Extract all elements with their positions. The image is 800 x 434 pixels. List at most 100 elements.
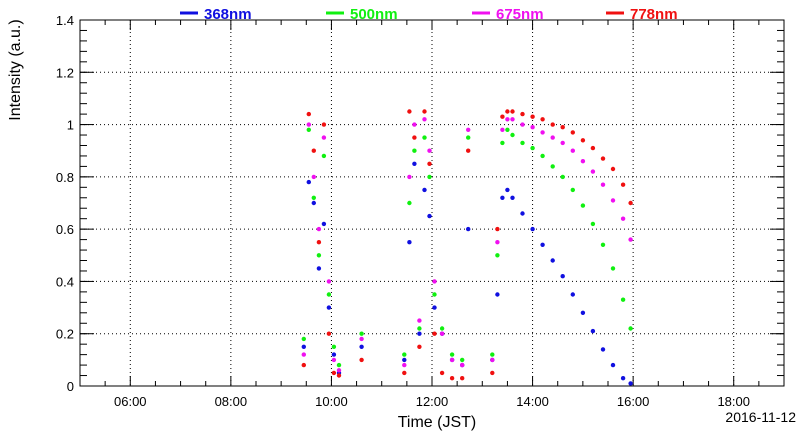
data-point: [427, 174, 432, 180]
data-point: [580, 203, 586, 208]
data-point: [628, 200, 633, 206]
data-point: [466, 148, 471, 153]
data-point: [550, 122, 555, 127]
x-tick-label: 14:00: [516, 394, 549, 409]
data-point: [530, 226, 535, 232]
data-point: [331, 344, 337, 349]
data-point: [427, 213, 432, 219]
data-point: [460, 357, 465, 363]
data-point: [407, 240, 412, 245]
data-point: [301, 352, 306, 357]
legend: 368nm 500nm 675nm 778nm: [180, 6, 678, 23]
data-point: [432, 305, 437, 310]
data-point: [520, 122, 525, 127]
data-point: [540, 153, 545, 159]
data-point: [466, 226, 471, 232]
data-point: [359, 331, 364, 336]
axis-ticks: 06:00 08:00 10:00 12:00 14:00 16:00 18:00 0 0.2 0…: [56, 13, 785, 409]
data-point: [412, 135, 417, 140]
data-point: [336, 362, 342, 368]
y-tick-label: 0.8: [56, 170, 74, 185]
data-point: [321, 153, 327, 159]
legend-label: 368nm: [204, 6, 252, 23]
data-point: [560, 274, 565, 279]
data-point: [402, 370, 407, 376]
data-point: [620, 376, 626, 381]
data-point: [510, 132, 515, 138]
data-point: [620, 182, 626, 187]
data-point: [301, 344, 306, 349]
data-point: [359, 357, 364, 363]
data-point: [412, 148, 417, 153]
data-series: [301, 109, 633, 386]
data-point: [550, 258, 555, 263]
y-tick-label: 0.6: [56, 222, 74, 237]
data-point: [490, 357, 495, 363]
data-point: [417, 318, 422, 323]
y-tick-label: 1: [67, 118, 74, 133]
data-point: [331, 352, 337, 357]
x-tick-label: 12:00: [416, 394, 449, 409]
data-point: [460, 362, 465, 368]
data-point: [311, 174, 316, 180]
data-point: [495, 226, 500, 232]
data-point: [402, 352, 407, 357]
data-point: [510, 195, 515, 200]
data-point: [432, 331, 437, 336]
data-point: [306, 111, 311, 117]
data-point: [422, 135, 427, 140]
data-point: [580, 159, 586, 164]
data-point: [628, 237, 633, 242]
y-tick-label: 1.4: [56, 13, 74, 28]
data-point: [407, 200, 412, 206]
y-tick-label: 0.4: [56, 274, 74, 289]
data-point: [449, 376, 455, 381]
x-axis-label: Time (JST): [398, 414, 477, 431]
data-point: [495, 292, 500, 297]
data-point: [505, 117, 510, 122]
x-tick-label: 18:00: [717, 394, 750, 409]
data-point: [301, 336, 306, 342]
data-point: [449, 357, 455, 363]
data-point: [540, 117, 545, 122]
data-point: [500, 195, 505, 200]
data-point: [500, 127, 505, 132]
data-point: [540, 130, 545, 135]
data-point: [466, 127, 471, 132]
data-point: [311, 200, 316, 206]
data-point: [590, 145, 596, 151]
data-point: [590, 328, 596, 334]
data-point: [402, 357, 407, 363]
series-368nm: [301, 161, 633, 386]
data-point: [560, 125, 565, 130]
data-point: [530, 145, 535, 151]
data-point: [316, 253, 322, 258]
data-point: [600, 182, 606, 187]
data-point: [600, 156, 606, 161]
data-point: [505, 109, 510, 114]
data-point: [301, 362, 306, 368]
data-point: [530, 114, 535, 119]
data-point: [311, 195, 316, 200]
data-point: [306, 127, 311, 132]
data-point: [417, 326, 422, 331]
data-point: [490, 370, 495, 376]
data-point: [407, 174, 412, 180]
data-point: [520, 140, 525, 146]
data-point: [306, 179, 311, 185]
data-point: [422, 187, 427, 193]
data-point: [490, 352, 495, 357]
data-point: [628, 326, 633, 331]
data-point: [580, 310, 586, 315]
series-500nm: [301, 127, 633, 368]
data-point: [570, 130, 575, 135]
data-point: [560, 140, 565, 146]
data-point: [407, 109, 412, 114]
data-point: [402, 362, 407, 368]
data-point: [336, 368, 342, 373]
data-point: [417, 344, 422, 349]
data-point: [316, 240, 322, 245]
x-tick-label: 16:00: [617, 394, 650, 409]
data-point: [311, 148, 316, 153]
